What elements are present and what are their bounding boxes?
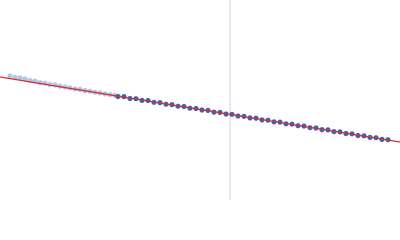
data-point <box>17 75 23 81</box>
data-point <box>7 73 13 79</box>
data-point <box>12 74 18 80</box>
page: (() => { const data = JSON.parse(documen… <box>0 0 400 200</box>
chart <box>0 0 400 200</box>
fit-line <box>0 76 400 143</box>
